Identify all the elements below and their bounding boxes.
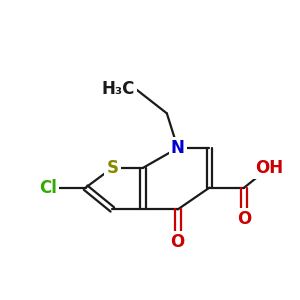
Text: O: O [237, 210, 251, 228]
Text: S: S [106, 159, 119, 177]
Text: OH: OH [255, 159, 283, 177]
Text: O: O [171, 233, 185, 251]
Text: N: N [171, 139, 185, 157]
Text: H₃C: H₃C [102, 80, 135, 98]
Text: Cl: Cl [39, 178, 57, 196]
